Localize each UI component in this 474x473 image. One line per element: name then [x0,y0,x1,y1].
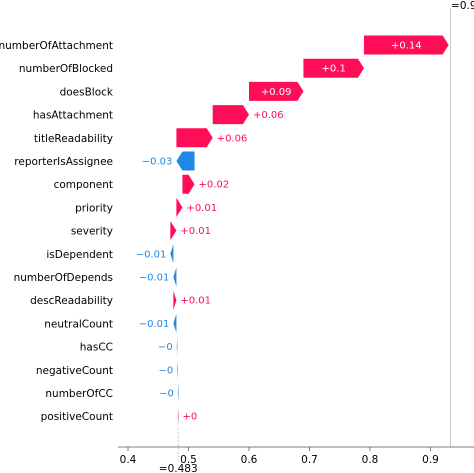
feature-label-severity: severity [71,226,113,238]
feature-label-positive-count: positiveCount [41,411,113,423]
value-label-number-of-cc: −0 [159,389,174,400]
feature-label-desc-readability: descReadability [30,295,113,307]
x-tick-label-0.8: 0.8 [362,454,379,466]
bar-component [182,174,195,194]
bar-is-dependent [170,244,174,264]
x-tick-label-0.4: 0.4 [120,454,137,466]
feature-label-is-dependent: isDependent [46,249,113,261]
value-label-neutral-count: −0.01 [139,319,170,330]
feature-label-number-of-cc: numberOfCC [45,388,113,400]
bar-number-of-blocked [303,58,364,78]
value-label-number-of-blocked: +0.1 [322,64,346,75]
value-label-negative-count: −0 [159,365,174,376]
value-label-severity: +0.01 [180,226,211,237]
value-label-priority: +0.01 [186,203,217,214]
reference-lines [177,8,451,461]
value-label-component: +0.02 [199,180,230,191]
x-tick-label-0.6: 0.6 [241,454,258,466]
bar-priority [176,197,183,217]
feature-label-number-of-attachment: numberOfAttachment [0,40,113,52]
feature-label-number-of-blocked: numberOfBlocked [19,63,113,75]
bar-number-of-attachment [363,35,449,55]
x-tick-label-0.9: 0.9 [422,454,439,466]
value-label-number-of-depends: −0.01 [139,273,170,284]
feature-label-negative-count: negativeCount [36,365,113,377]
feature-label-reporter-is-assignee: reporterIsAssignee [14,156,113,168]
bar-neutral-count [173,313,177,333]
bar-severity [170,221,177,241]
value-label-title-readability: +0.06 [217,133,248,144]
bar-reporter-is-assignee [176,151,195,171]
bar-positive-count [177,406,179,426]
feature-label-has-cc: hasCC [80,342,113,354]
value-label-does-block: +0.09 [261,87,292,98]
value-label-has-attachment: +0.06 [253,110,284,121]
value-label-reporter-is-assignee: −0.03 [142,157,173,168]
x-tick-label-0.7: 0.7 [301,454,318,466]
value-label-has-cc: −0 [158,342,173,353]
feature-labels: numberOfAttachment +0.14 numberOfBlocked +0… [0,40,422,423]
bar-negative-count [177,360,178,380]
value-label-number-of-attachment: +0.14 [391,41,422,52]
x-axis: 0.40.50.60.70.80.91.00 [118,446,474,466]
feature-label-does-block: doesBlock [60,86,114,98]
bar-has-cc [176,337,178,357]
value-label-desc-readability: +0.01 [180,296,211,307]
feature-label-title-readability: titleReadability [34,133,113,145]
bar-number-of-cc [177,383,179,403]
bar-title-readability [176,128,213,148]
x-tick-label-0.5: 0.5 [180,454,197,466]
feature-label-neutral-count: neutralCount [44,318,113,330]
feature-label-priority: priority [75,202,113,214]
value-label-is-dependent: −0.01 [136,249,167,260]
bar-has-attachment [212,105,249,125]
final-value-label: =0.933 [451,0,474,12]
base-value-label: =0.483 [159,463,198,473]
bar-does-block [249,81,304,101]
feature-bars [170,35,449,426]
value-label-positive-count: +0 [183,412,198,423]
bar-number-of-depends [173,267,177,287]
feature-label-component: component [54,179,113,191]
feature-label-has-attachment: hasAttachment [33,110,113,122]
bar-desc-readability [173,290,177,310]
feature-label-number-of-depends: numberOfDepends [14,272,113,284]
